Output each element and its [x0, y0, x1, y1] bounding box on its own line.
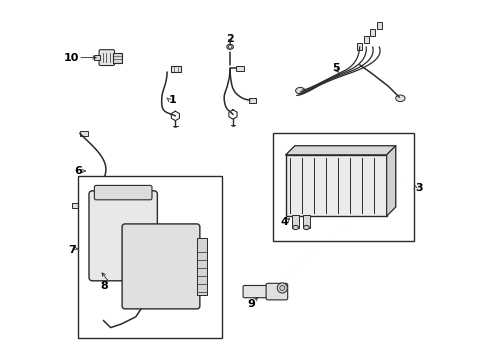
Text: 10: 10 — [64, 53, 79, 63]
Bar — [236, 66, 244, 71]
Bar — [356, 43, 362, 50]
Bar — [248, 98, 256, 103]
Bar — [197, 238, 206, 295]
FancyBboxPatch shape — [170, 66, 181, 72]
Bar — [285, 155, 386, 216]
Text: 2: 2 — [226, 34, 233, 44]
Bar — [292, 215, 298, 228]
Bar — [303, 215, 309, 228]
Text: 5: 5 — [332, 63, 340, 73]
Text: 9: 9 — [246, 299, 254, 309]
Ellipse shape — [277, 283, 287, 293]
Polygon shape — [285, 146, 395, 155]
FancyBboxPatch shape — [122, 224, 200, 309]
Text: 7: 7 — [68, 245, 76, 255]
Text: 1: 1 — [168, 95, 176, 105]
FancyBboxPatch shape — [265, 283, 287, 300]
Polygon shape — [386, 146, 395, 216]
Bar — [363, 36, 368, 43]
Ellipse shape — [295, 87, 305, 94]
Text: 3: 3 — [414, 183, 422, 193]
Bar — [94, 55, 101, 60]
FancyBboxPatch shape — [99, 50, 114, 66]
FancyBboxPatch shape — [89, 191, 157, 281]
Text: 4: 4 — [280, 217, 288, 228]
Bar — [80, 131, 87, 136]
Ellipse shape — [226, 44, 233, 49]
FancyBboxPatch shape — [243, 285, 267, 298]
Ellipse shape — [96, 317, 106, 324]
FancyBboxPatch shape — [94, 185, 152, 200]
Bar — [376, 22, 381, 29]
Bar — [369, 29, 374, 36]
Bar — [113, 53, 122, 63]
Ellipse shape — [395, 95, 404, 102]
Ellipse shape — [303, 225, 309, 230]
Ellipse shape — [292, 225, 298, 230]
Ellipse shape — [279, 285, 284, 291]
Ellipse shape — [228, 45, 231, 48]
Bar — [78, 176, 222, 338]
Text: 8: 8 — [100, 281, 108, 291]
Text: 6: 6 — [74, 166, 82, 176]
Bar — [72, 203, 80, 208]
Bar — [273, 133, 413, 241]
